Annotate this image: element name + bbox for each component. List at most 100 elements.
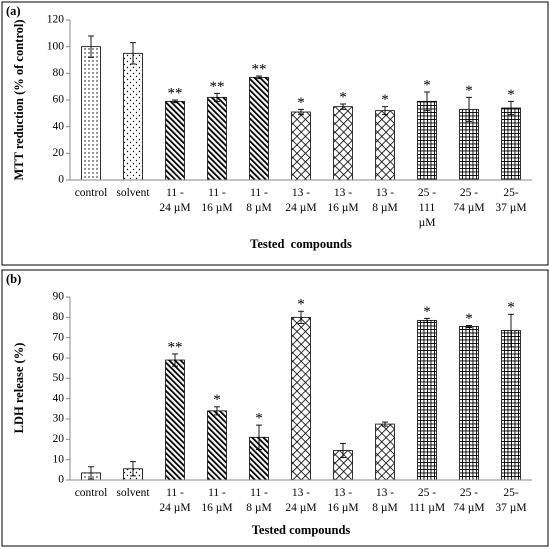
x-tick-label: 11 -24 µM	[159, 187, 190, 214]
bar	[501, 330, 521, 481]
significance: *	[423, 77, 431, 93]
x-tick-label: solvent	[116, 187, 150, 199]
significance: *	[465, 311, 473, 327]
error-bar	[256, 424, 262, 450]
error-bar	[508, 100, 514, 116]
bar	[459, 326, 479, 481]
x-tick-label: 13 -16 µM	[327, 487, 358, 514]
y-tick-label: 100	[47, 40, 65, 52]
bar	[417, 319, 437, 481]
bar	[207, 96, 227, 181]
significance: *	[297, 297, 305, 313]
x-tick-label: 13 -8 µM	[372, 187, 397, 214]
x-tick-label: 25-37 µM	[495, 487, 526, 514]
x-tick-label: 25 -111 µM	[409, 487, 445, 514]
y-tick-label: 30	[53, 413, 65, 425]
error-bar	[256, 75, 262, 80]
error-bar	[88, 466, 94, 480]
significance: *	[213, 392, 221, 408]
x-tick-label: 13 -8 µM	[372, 487, 397, 514]
x-axis-title: Tested compounds	[250, 237, 352, 251]
significance: **	[210, 79, 225, 95]
y-tick-label: 0	[58, 474, 64, 486]
significance: *	[465, 83, 473, 99]
error-bar	[382, 106, 388, 116]
error-bar	[340, 103, 346, 110]
panel-label: (a)	[6, 4, 21, 18]
y-tick-label: 70	[53, 331, 65, 343]
error-bar	[466, 96, 472, 122]
significance: **	[168, 339, 183, 355]
panel-frame	[1, 269, 549, 547]
x-tick-label: 13 -24 µM	[285, 187, 316, 214]
y-tick-label: 20	[53, 147, 65, 159]
x-tick-label: 25 -74 µM	[453, 487, 484, 514]
y-tick-label: 60	[53, 94, 65, 106]
y-tick-label: 0	[58, 174, 64, 186]
bar	[123, 52, 143, 181]
y-tick-label: 50	[53, 372, 65, 384]
error-bar	[298, 310, 304, 324]
bar	[249, 76, 269, 181]
error-bar	[214, 406, 220, 416]
bar	[417, 100, 437, 181]
x-axis-title: Tested compounds	[252, 523, 351, 537]
x-tick-label: 25-37 µM	[495, 187, 526, 214]
y-tick-label: 80	[53, 311, 65, 323]
significance: *	[297, 95, 305, 111]
bar	[165, 100, 185, 181]
x-tick-label: solvent	[116, 487, 150, 499]
y-tick-label: 20	[53, 433, 65, 445]
bar	[81, 46, 101, 181]
bar	[501, 107, 521, 181]
error-bar	[508, 313, 514, 348]
y-tick-label: 40	[53, 392, 65, 404]
y-tick-label: 60	[53, 352, 65, 364]
significance: *	[255, 411, 263, 427]
x-tick-label: 25 -74 µM	[453, 187, 484, 214]
x-tick-label: control	[75, 187, 108, 199]
bar	[375, 423, 395, 481]
significance: *	[507, 87, 515, 103]
bar	[291, 111, 311, 181]
x-tick-label: 11 -8 µM	[246, 187, 271, 214]
x-tick-label: 11 -16 µM	[201, 487, 232, 514]
significance: *	[381, 92, 389, 108]
bar	[291, 316, 311, 481]
error-bar	[382, 421, 388, 427]
y-tick-label: 120	[47, 14, 65, 26]
panel-label: (b)	[6, 272, 21, 286]
x-tick-label: 13 -24 µM	[285, 487, 316, 514]
error-bar	[340, 442, 346, 459]
error-bar	[424, 317, 430, 323]
y-tick-label: 10	[53, 453, 65, 465]
significance: **	[252, 61, 267, 77]
x-tick-label: 11 -24 µM	[159, 487, 190, 514]
panel-frame	[1, 1, 549, 266]
error-bar	[214, 92, 220, 102]
error-bar	[130, 42, 136, 65]
significance: **	[168, 85, 183, 101]
y-axis-title: LDH release (%)	[12, 343, 26, 434]
error-bar	[298, 108, 304, 116]
error-bar	[172, 99, 178, 104]
significance: *	[339, 89, 347, 105]
x-tick-label: 13 -16 µM	[327, 187, 358, 214]
error-bar	[130, 461, 136, 477]
bar	[333, 106, 353, 181]
y-tick-label: 80	[53, 67, 65, 79]
error-bar	[88, 35, 94, 58]
y-tick-label: 90	[53, 291, 65, 303]
x-tick-label: 11 -8 µM	[246, 487, 271, 514]
x-tick-label: 25 -111 µM	[418, 187, 436, 229]
x-tick-label: 11 -16 µM	[201, 187, 232, 214]
bar	[375, 110, 395, 181]
x-tick-label: control	[75, 487, 108, 499]
significance: *	[507, 300, 515, 316]
significance: *	[423, 304, 431, 320]
y-axis-title: MTT reduction (% of control)	[12, 19, 26, 180]
error-bar	[424, 91, 430, 112]
bar	[165, 359, 185, 481]
y-tick-label: 40	[53, 120, 65, 132]
